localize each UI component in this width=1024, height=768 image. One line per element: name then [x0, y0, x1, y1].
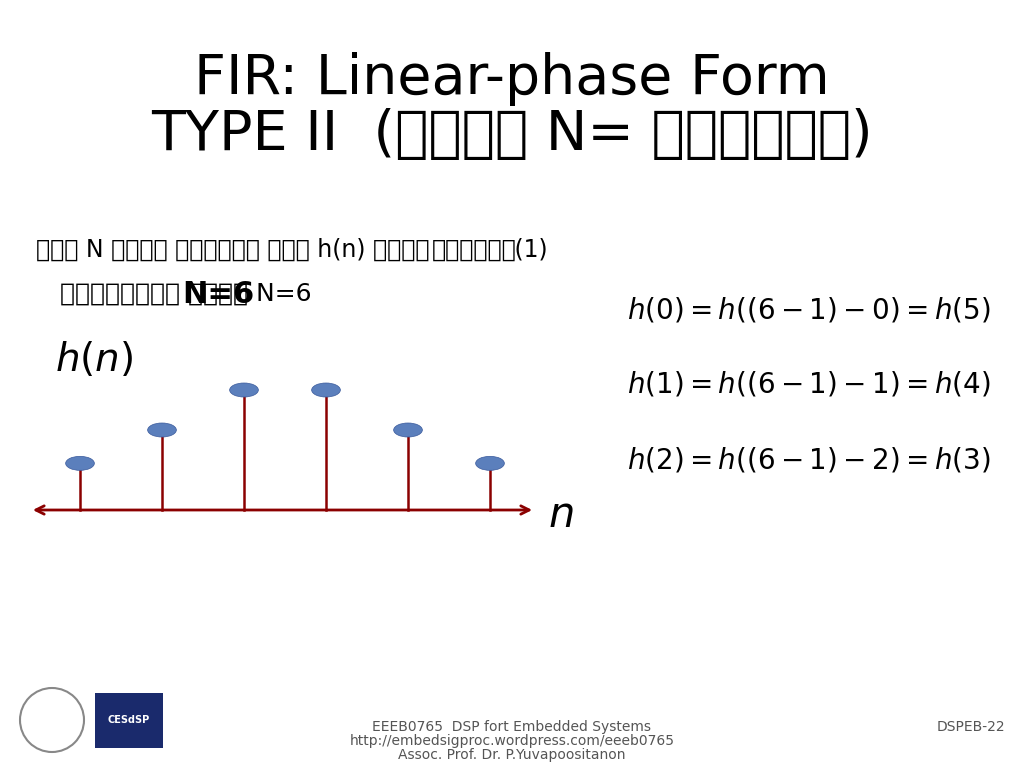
Ellipse shape	[229, 383, 258, 397]
Ellipse shape	[393, 423, 422, 437]
Text: DSPEB-22: DSPEB-22	[936, 720, 1005, 734]
Text: Assoc. Prof. Dr. P.Yuvapoositanon: Assoc. Prof. Dr. P.Yuvapoositanon	[398, 748, 626, 762]
Text: N=6: N=6	[182, 280, 254, 309]
Text: $h(n)$: $h(n)$	[55, 340, 133, 379]
Text: CESdSP: CESdSP	[108, 715, 151, 725]
Text: $h(0) = h((6-1)-0) = h(5)$: $h(0) = h((6-1)-0) = h(5)$	[627, 295, 990, 324]
Text: (1): (1)	[507, 238, 548, 262]
Ellipse shape	[311, 383, 340, 397]
Text: $h(1) = h((6-1)-1) = h(4)$: $h(1) = h((6-1)-1) = h(4)$	[627, 370, 990, 399]
Text: สมมาตร: สมมาตร	[432, 238, 517, 262]
FancyBboxPatch shape	[95, 693, 163, 748]
Text: ตัวอย่าง กรณี N=6: ตัวอย่าง กรณี N=6	[60, 282, 311, 306]
Text: FIR: Linear-phase Form: FIR: Linear-phase Form	[195, 52, 829, 106]
Text: http://embedsigproc.wordpress.com/eeeb0765: http://embedsigproc.wordpress.com/eeeb07…	[349, 734, 675, 748]
Text: $n$: $n$	[548, 494, 573, 536]
Text: TYPE II  (กรณี N= เลขคู่): TYPE II (กรณี N= เลขคู่)	[152, 108, 872, 162]
Text: EEEB0765  DSP fort Embedded Systems: EEEB0765 DSP fort Embedded Systems	[373, 720, 651, 734]
Ellipse shape	[147, 423, 176, 437]
Ellipse shape	[66, 456, 94, 470]
Ellipse shape	[476, 456, 505, 470]
Text: ถ้า N เป็น เลขคู่ และ h(n) เป็น: ถ้า N เป็น เลขคู่ และ h(n) เป็น	[37, 238, 430, 262]
Text: $h(2) = h((6-1)-2) = h(3)$: $h(2) = h((6-1)-2) = h(3)$	[627, 445, 990, 474]
